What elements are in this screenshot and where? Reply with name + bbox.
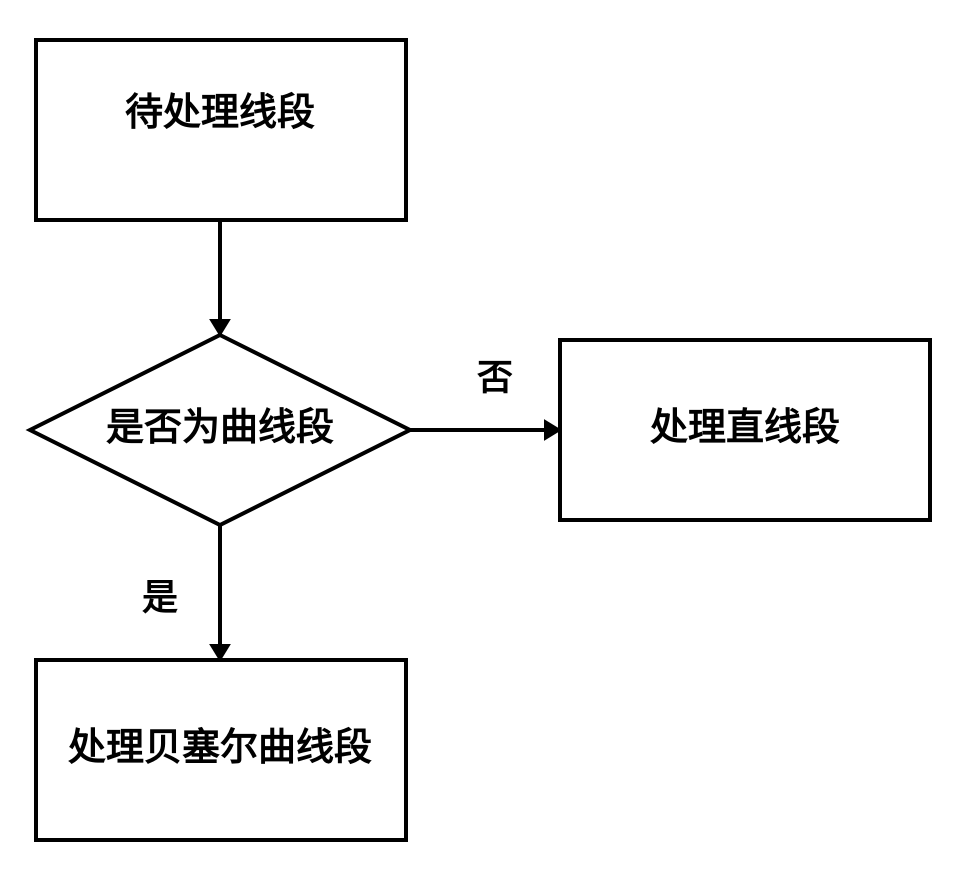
- edge-label-e3: 是: [142, 577, 178, 618]
- node-label-straight: 处理直线段: [650, 407, 840, 449]
- flowchart-canvas: 否是 待处理线段是否为曲线段 处理直线段处理贝塞尔曲线段: [0, 0, 954, 876]
- node-label-bezier: 处理贝塞尔曲线段: [68, 727, 372, 769]
- node-label-decision: 是否为曲线段: [106, 407, 334, 449]
- edge-label-e2: 否: [477, 357, 513, 398]
- node-label-start: 待处理线段: [125, 92, 315, 134]
